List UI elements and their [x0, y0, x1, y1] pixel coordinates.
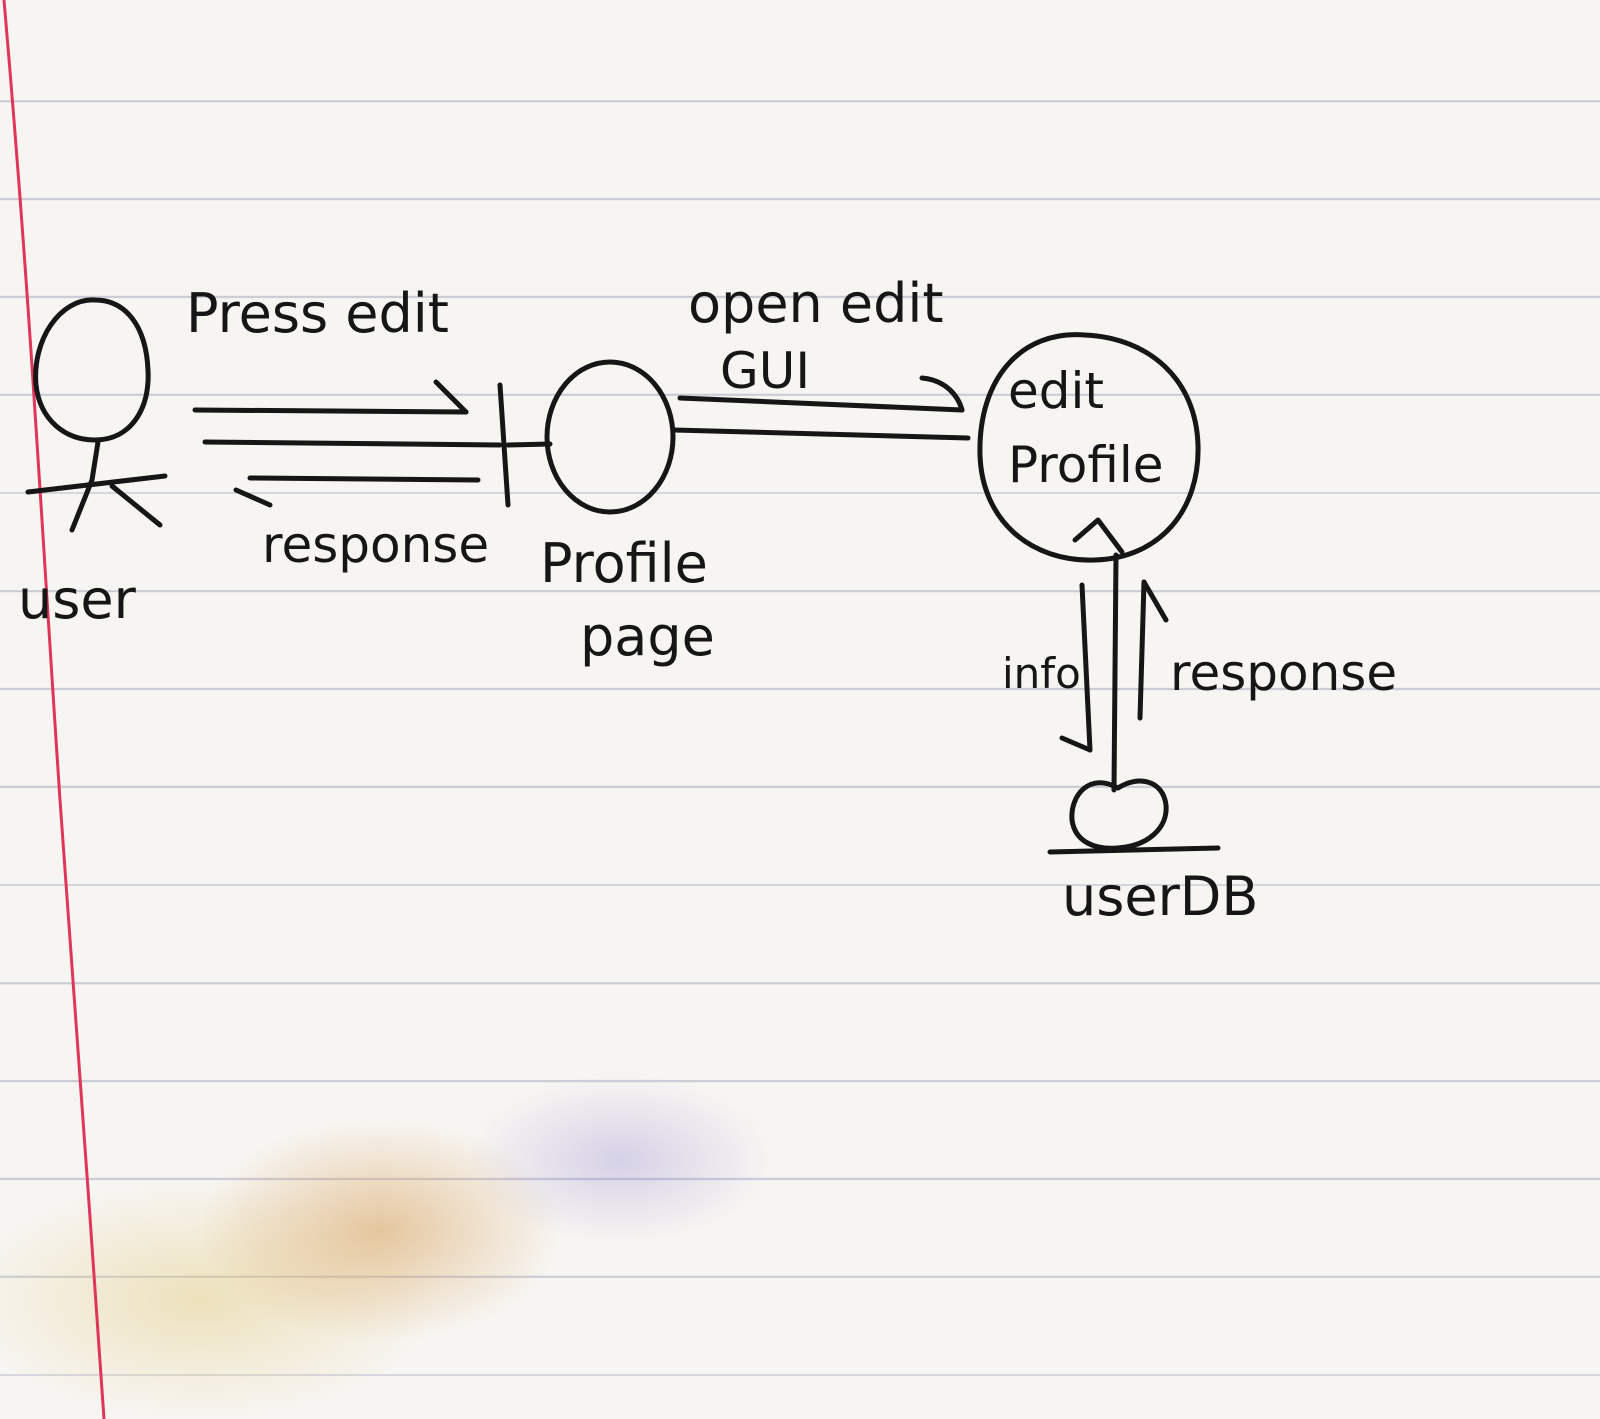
profile-page-circle: [544, 359, 676, 515]
boundary-bar: [497, 382, 511, 508]
user-db-circle: [1069, 778, 1169, 851]
user-actor-leg: [109, 483, 163, 528]
response-from-db-label: response: [1170, 644, 1397, 702]
response-to-user-arrow: response: [233, 475, 489, 574]
user-db-underline: [1047, 845, 1221, 855]
press-edit-arrowhead: [433, 379, 469, 415]
response-to-user-label: response: [262, 516, 489, 574]
press-edit-label: Press edit: [186, 282, 449, 345]
response-from-db-arrow: response: [1137, 579, 1397, 721]
edit-profile-label-line2: Profile: [1008, 436, 1163, 494]
edit-profile-arrowhead: [1072, 517, 1125, 555]
info-arrow: info: [1002, 582, 1093, 753]
boundary-stem: [505, 441, 553, 448]
user-db-entity: userDB: [1047, 778, 1258, 928]
user-actor-arms: [25, 473, 168, 495]
edit-profile-circle: [977, 332, 1201, 563]
profile-page-label-line1: Profile: [540, 532, 708, 595]
open-edit-gui-line-bottom: [671, 427, 971, 441]
open-edit-gui-label-line2: GUI: [720, 342, 810, 400]
response-from-db-line: [1137, 579, 1147, 721]
edit-profile-control: edit Profile: [977, 332, 1201, 563]
user-actor: user: [18, 297, 168, 631]
edit-profile-label-line1: edit: [1008, 362, 1104, 420]
edit-profile-db-link: [1111, 552, 1119, 793]
open-edit-gui-arrow: open edit GUI: [671, 272, 971, 441]
user-db-label: userDB: [1062, 865, 1258, 928]
response-to-user-line: [247, 475, 481, 483]
press-edit-line: [192, 407, 469, 415]
press-edit-arrow: Press edit: [186, 282, 469, 415]
open-edit-gui-label-line1: open edit: [688, 272, 944, 335]
open-edit-gui-arrowhead: [919, 375, 965, 413]
response-to-user-arrowhead: [233, 487, 273, 508]
response-from-db-arrowhead: [1141, 579, 1169, 623]
user-actor-head: [33, 297, 151, 443]
open-edit-gui-line-top: [677, 395, 965, 413]
user-actor-body: [69, 439, 101, 533]
info-arrowhead: [1059, 735, 1093, 753]
user-label: user: [18, 568, 137, 631]
user-profile-link: [202, 439, 503, 448]
info-label: info: [1002, 649, 1081, 698]
profile-page-boundary: Profile page: [497, 359, 715, 668]
profile-page-label-line2: page: [580, 605, 715, 668]
info-line: [1079, 582, 1093, 753]
